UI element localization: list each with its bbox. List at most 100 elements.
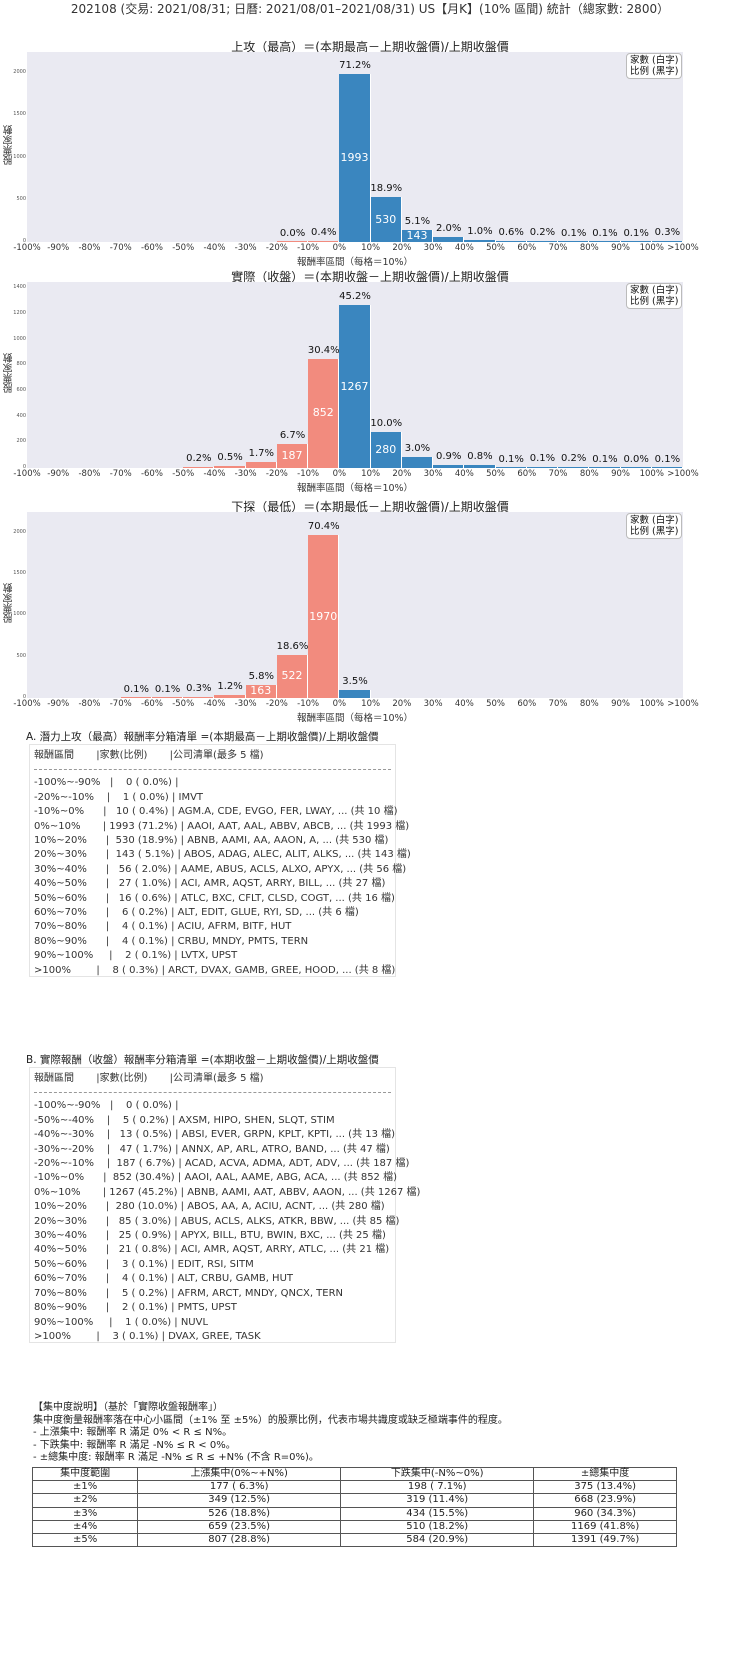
bar-percent-label: 0.1% (623, 227, 649, 239)
cell: 375 (13.4%) (533, 1480, 677, 1495)
list-b-header: 報酬區間 |家數(比例) |公司清單(最多 5 檔) (34, 1073, 264, 1084)
cell: 1169 (41.8%) (533, 1519, 677, 1534)
cell: 1391 (49.7%) (533, 1532, 677, 1548)
cell: ±3% (31, 1506, 139, 1521)
table-row: ±3% 526 (18.8%) 434 (15.5%) 960 (34.3%) (31, 1506, 677, 1521)
bar (433, 237, 465, 242)
cell: 807 (28.8%) (137, 1532, 342, 1548)
bar: 522 (276, 654, 309, 698)
bar-percent-label: 0.1% (154, 683, 181, 695)
bar-percent-label: 1.7% (248, 447, 274, 459)
table-row: ±2% 349 (12.5%) 319 (11.4%) 668 (23.9%) (31, 1493, 677, 1508)
list-item: 50%~60% | 16 ( 0.6%) | ATLC, BXC, CFLT, … (34, 892, 395, 904)
y-tick: 500 (16, 195, 26, 202)
legend-count: 家數 (白字) (630, 285, 679, 296)
list-item: -10%~0% | 10 ( 0.4%) | AGM.A, CDE, EVGO,… (34, 806, 398, 818)
bar (620, 466, 652, 468)
bar (558, 240, 590, 242)
bar: 163 (245, 684, 277, 698)
plot-area: 0.0% 0.4% 1993 71.2% 530 18.9% 143 5.1% 2.0% 1.0%… (27, 52, 683, 242)
legend: 家數 (白字) 比例 (黑字) (626, 283, 683, 309)
list-item: 0%~10% | 1267 (45.2%) | ABNB, AAMI, AAT,… (34, 1186, 421, 1198)
table-row: ±1% 177 ( 6.3%) 198 ( 7.1%) 375 (13.4%) (31, 1480, 677, 1495)
list-item: 60%~70% | 6 ( 0.2%) | ALT, EDIT, GLUE, R… (34, 907, 359, 919)
bar: 1267 (339, 305, 371, 468)
x-tick: -80% (78, 699, 101, 709)
legend-percent: 比例 (黑字) (630, 66, 679, 77)
table-row: ±5% 807 (28.8%) 584 (20.9%) 1391 (49.7%) (31, 1532, 677, 1548)
col-header: 上漲集中(0%~+N%) (137, 1466, 342, 1482)
bar (433, 464, 465, 468)
legend-percent: 比例 (黑字) (630, 296, 679, 307)
cell: 960 (34.3%) (533, 1506, 677, 1521)
legend: 家數 (白字) 比例 (黑字) (626, 53, 683, 79)
bar-count-label: 522 (281, 669, 303, 683)
x-tick: -20% (265, 243, 288, 253)
col-header: 集中度範圍 (31, 1466, 139, 1482)
x-tick: 50% (486, 699, 506, 709)
bar: 530 (370, 197, 402, 242)
list-item: -40%~-30% | 13 ( 0.5%) | ABSI, EVER, GRP… (34, 1129, 396, 1141)
x-tick: -60% (140, 243, 163, 253)
x-tick: 30% (423, 469, 443, 479)
x-tick: -30% (234, 699, 257, 709)
x-tick: 80% (579, 243, 599, 253)
x-tick: 100% (639, 243, 664, 253)
bar-percent-label: 0.4% (311, 227, 337, 239)
x-tick: 70% (548, 469, 568, 479)
x-tick: >100% (667, 243, 699, 253)
y-tick: 2000 (13, 528, 26, 535)
bar-percent-label: 0.1% (498, 453, 524, 465)
x-tick: -60% (140, 469, 163, 479)
table-row: ±4% 659 (23.5%) 510 (18.2%) 1169 (41.8%) (31, 1519, 677, 1534)
x-tick: 60% (517, 469, 537, 479)
list-item: 50%~60% | 3 ( 0.1%) | EDIT, RSI, SITM (34, 1258, 254, 1270)
concentration-table: 集中度範圍 上漲集中(0%~+N%) 下跌集中(-N%~0%) ±總集中度 ±1… (31, 1466, 677, 1548)
list-item: 30%~40% | 56 ( 2.0%) | AAME, ABUS, ACLS,… (34, 863, 407, 875)
bar: 187 (276, 444, 309, 468)
x-axis-label: 報酬率區間（每格＝10%） (296, 483, 414, 494)
bar-count-label: 280 (375, 443, 397, 457)
x-tick: 0% (332, 469, 347, 479)
x-tick: -80% (78, 243, 101, 253)
x-tick: 30% (423, 699, 443, 709)
bar (120, 696, 152, 698)
x-tick: -100% (13, 699, 41, 709)
bar-percent-label: 6.7% (279, 430, 306, 441)
x-tick: 10% (361, 243, 381, 253)
list-item: 10%~20% | 530 (18.9%) | ABNB, AAMI, AA, … (34, 835, 389, 847)
bar-count-label: 1267 (340, 379, 369, 393)
cell: 434 (15.5%) (340, 1506, 535, 1521)
list-item: 90%~100% | 1 ( 0.0%) | NUVL (34, 1316, 209, 1328)
bar (589, 240, 621, 242)
bar: 280 (370, 432, 402, 468)
y-tick: 2000 (13, 69, 26, 76)
legend-count: 家數 (白字) (630, 55, 679, 66)
bar-count-label: 187 (281, 449, 303, 462)
concentration-notes: 【集中度說明】（基於「實際收盤報酬率」） 集中度衡量報酬率落在中心小區間（±1%… (33, 1402, 508, 1465)
bar: 852 (308, 358, 340, 468)
bar: 1993 (339, 73, 371, 242)
y-tick: 1000 (13, 335, 26, 342)
y-tick: 1000 (13, 153, 26, 160)
bar-percent-label: 0.3% (654, 227, 681, 239)
x-tick: -70% (109, 243, 132, 253)
x-tick: -90% (47, 243, 70, 253)
x-tick: -50% (172, 699, 195, 709)
bar-percent-label: 18.6% (276, 640, 309, 652)
y-tick: 0 (22, 464, 26, 470)
cell: 526 (18.8%) (137, 1506, 342, 1521)
x-tick: -40% (203, 469, 226, 479)
bar-percent-label: 1.0% (467, 225, 493, 237)
bar-percent-label: 0.8% (467, 451, 493, 463)
bar-percent-label: 71.2% (339, 59, 371, 71)
x-tick: 20% (392, 699, 412, 709)
x-tick: -50% (172, 469, 195, 479)
x-tick: -10% (297, 243, 320, 253)
x-tick: -50% (172, 243, 195, 253)
bar (651, 466, 683, 468)
conc-line: 【集中度說明】（基於「實際收盤報酬率」） (33, 1402, 223, 1413)
chart-title: 實際（收盤）＝(本期收盤－上期收盤價)/上期收盤價 (231, 270, 509, 284)
x-tick: 0% (332, 243, 347, 253)
x-tick: 20% (392, 469, 412, 479)
